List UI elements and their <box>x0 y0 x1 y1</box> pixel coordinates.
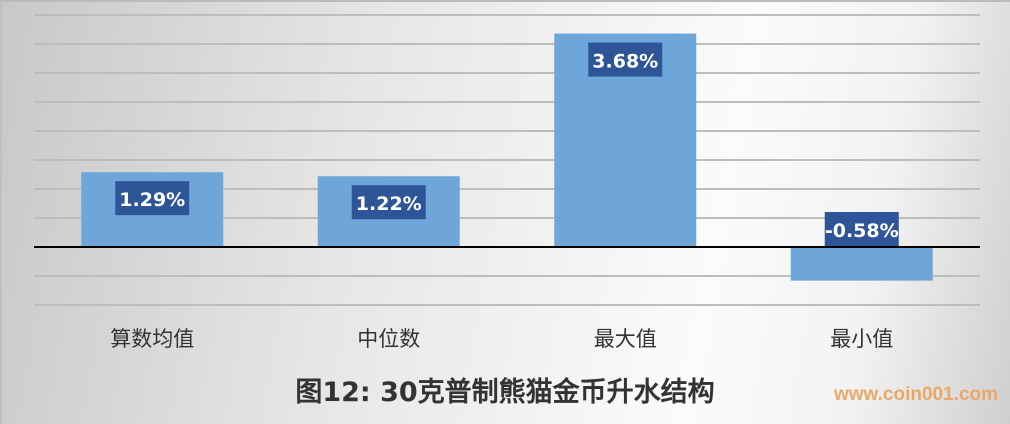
data-label-box <box>824 212 899 246</box>
chart-title: 图12: 30克普制熊猫金币升水结构 <box>295 377 715 408</box>
category-label: 最小值 <box>830 327 893 351</box>
data-label-box <box>115 181 190 216</box>
data-label-box <box>351 185 426 220</box>
data-label: -0.58% <box>825 220 899 242</box>
data-label: 1.29% <box>119 189 185 211</box>
data-label: 3.68% <box>592 51 658 73</box>
category-label: 最大值 <box>594 327 657 351</box>
category-label: 中位数 <box>357 327 420 351</box>
category-label: 算数均值 <box>110 327 194 351</box>
bar-chart: 1.29% 算数均值 1.22% 中位数 3.68% 最大值 -0.58% 最小值 <box>34 14 980 351</box>
watermark: www.coin001.com <box>833 384 998 405</box>
data-label: 1.22% <box>356 193 422 215</box>
bar <box>790 247 933 281</box>
data-label-box <box>588 42 663 77</box>
